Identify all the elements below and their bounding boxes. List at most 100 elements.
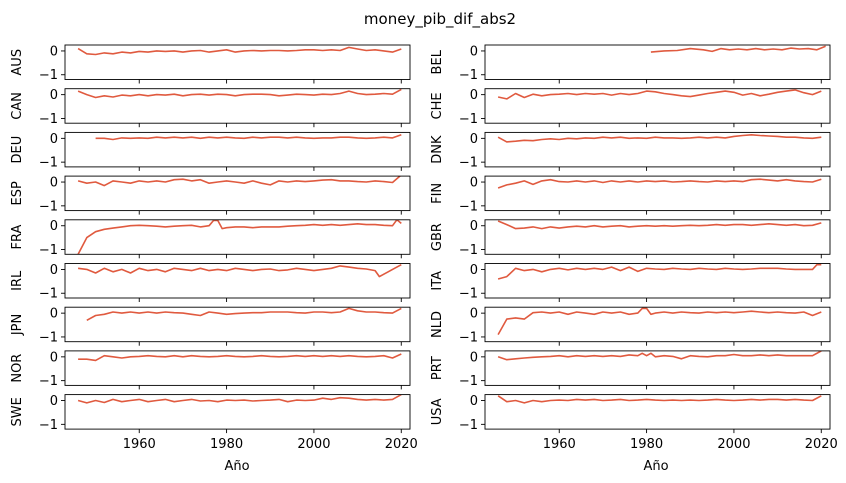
y-tick-label-nld: −1 — [459, 330, 478, 345]
x-tick-label: 1960 — [123, 437, 156, 452]
y-tick-label-gbr: 0 — [470, 219, 478, 234]
panel-frame-gbr — [484, 219, 831, 255]
panel-usa: −1 0 1960 1980 2000 2020 USA — [430, 394, 838, 452]
panel-frame-fra — [64, 219, 411, 255]
panel-label-gbr: GBR — [430, 223, 445, 251]
y-tick-label-nld: 0 — [470, 307, 478, 322]
panel-esp: −1 0 ESP — [10, 175, 411, 215]
y-tick-label-deu: −1 — [39, 156, 58, 171]
panel-frame-deu — [64, 131, 411, 168]
panel-frame-can — [64, 88, 411, 124]
x-axis-label-left: Año — [224, 459, 249, 474]
panel-fin: −1 0 FIN — [430, 175, 831, 215]
y-tick-label-irl: 0 — [50, 263, 58, 278]
series-line-che — [497, 89, 822, 100]
y-tick-label-esp: 0 — [50, 176, 58, 191]
panel-frame-nld — [484, 306, 831, 343]
series-line-ita — [497, 263, 822, 280]
series-line-usa — [497, 395, 822, 404]
y-tick-label-gbr: −1 — [459, 243, 478, 258]
series-line-deu — [95, 134, 402, 141]
y-tick-label-ita: 0 — [470, 263, 478, 278]
panel-swe: −1 0 1960 1980 2000 2020 SWE — [10, 394, 418, 452]
y-tick-label-che: 0 — [470, 88, 478, 103]
panel-frame-che — [484, 88, 831, 124]
y-tick-label-che: −1 — [459, 112, 478, 127]
panel-label-esp: ESP — [10, 181, 25, 205]
panel-frame-aus — [64, 44, 411, 80]
x-axis-label-right: Año — [643, 459, 668, 474]
panel-can: −1 0 CAN — [10, 88, 411, 128]
panel-ita: −1 0 ITA — [430, 263, 831, 302]
y-tick-label-aus: 0 — [50, 44, 58, 59]
y-tick-label-jpn: 0 — [50, 307, 58, 322]
y-tick-label-fin: −1 — [459, 199, 478, 214]
series-line-aus — [77, 46, 402, 56]
panel-label-fra: FRA — [10, 225, 25, 250]
y-tick-label-nor: 0 — [50, 350, 58, 365]
series-line-fin — [497, 178, 822, 189]
panel-dnk: −1 0 DNK — [430, 131, 831, 171]
panel-bel: −1 0 BEL — [430, 44, 831, 84]
panel-label-irl: IRL — [10, 270, 25, 291]
panel-label-che: CHE — [430, 92, 445, 119]
panel-label-fin: FIN — [430, 183, 445, 204]
panel-fra: −1 0 FRA — [10, 219, 411, 259]
panel-label-deu: DEU — [10, 136, 25, 164]
y-tick-label-usa: −1 — [459, 418, 478, 433]
x-tick-label: 2000 — [717, 437, 750, 452]
y-tick-label-fin: 0 — [470, 176, 478, 191]
panel-frame-ita — [484, 263, 831, 299]
panel-deu: −1 0 DEU — [10, 131, 411, 171]
panel-frame-esp — [64, 175, 411, 212]
y-tick-label-prt: 0 — [470, 350, 478, 365]
y-tick-label-can: 0 — [50, 88, 58, 103]
panel-frame-irl — [64, 263, 411, 299]
panel-prt: −1 0 PRT — [430, 350, 831, 390]
x-tick-label: 1960 — [543, 437, 576, 452]
y-tick-label-fra: −1 — [39, 243, 58, 258]
panel-frame-fin — [484, 175, 831, 212]
panel-frame-prt — [484, 350, 831, 386]
panel-label-bel: BEL — [430, 49, 445, 74]
series-line-esp — [77, 176, 402, 187]
panel-label-dnk: DNK — [430, 135, 445, 164]
panels-group: −1 0 AUS −1 0 BEL −1 0 CAN −1 0 CHE −1 0 DEU −1 0 DNK −1 0 E… — [10, 44, 838, 452]
y-tick-label-bel: −1 — [459, 68, 478, 83]
panel-nld: −1 0 NLD — [430, 306, 831, 346]
panel-frame-dnk — [484, 131, 831, 168]
panel-label-ita: ITA — [430, 271, 445, 291]
series-line-swe — [77, 394, 402, 404]
x-tick-label: 2020 — [805, 437, 838, 452]
x-tick-label: 1980 — [630, 437, 663, 452]
series-line-fra — [77, 219, 402, 255]
y-tick-label-can: −1 — [39, 112, 58, 127]
y-tick-label-ita: −1 — [459, 287, 478, 302]
series-line-nld — [497, 307, 822, 335]
panel-label-aus: AUS — [10, 49, 25, 76]
panel-label-jpn: JPN — [10, 314, 25, 336]
panel-label-prt: PRT — [430, 356, 445, 380]
panel-aus: −1 0 AUS — [10, 44, 411, 84]
series-line-irl — [77, 263, 402, 278]
y-tick-label-aus: −1 — [39, 68, 58, 83]
y-tick-label-irl: −1 — [39, 287, 58, 302]
panel-label-swe: SWE — [10, 397, 25, 426]
series-line-can — [77, 88, 402, 99]
panel-label-usa: USA — [430, 398, 445, 425]
panel-frame-usa — [484, 394, 831, 430]
series-line-dnk — [497, 134, 822, 143]
panel-label-nld: NLD — [430, 311, 445, 338]
panel-frame-bel — [484, 44, 831, 80]
series-line-jpn — [86, 307, 402, 322]
y-tick-label-dnk: 0 — [470, 132, 478, 147]
y-tick-label-dnk: −1 — [459, 156, 478, 171]
y-tick-label-prt: −1 — [459, 374, 478, 389]
y-tick-label-nor: −1 — [39, 374, 58, 389]
y-tick-label-swe: −1 — [39, 418, 58, 433]
figure-title: money_pib_dif_abs2 — [364, 10, 516, 29]
y-tick-label-bel: 0 — [470, 44, 478, 59]
panel-label-can: CAN — [10, 92, 25, 120]
x-tick-label: 2000 — [297, 437, 330, 452]
